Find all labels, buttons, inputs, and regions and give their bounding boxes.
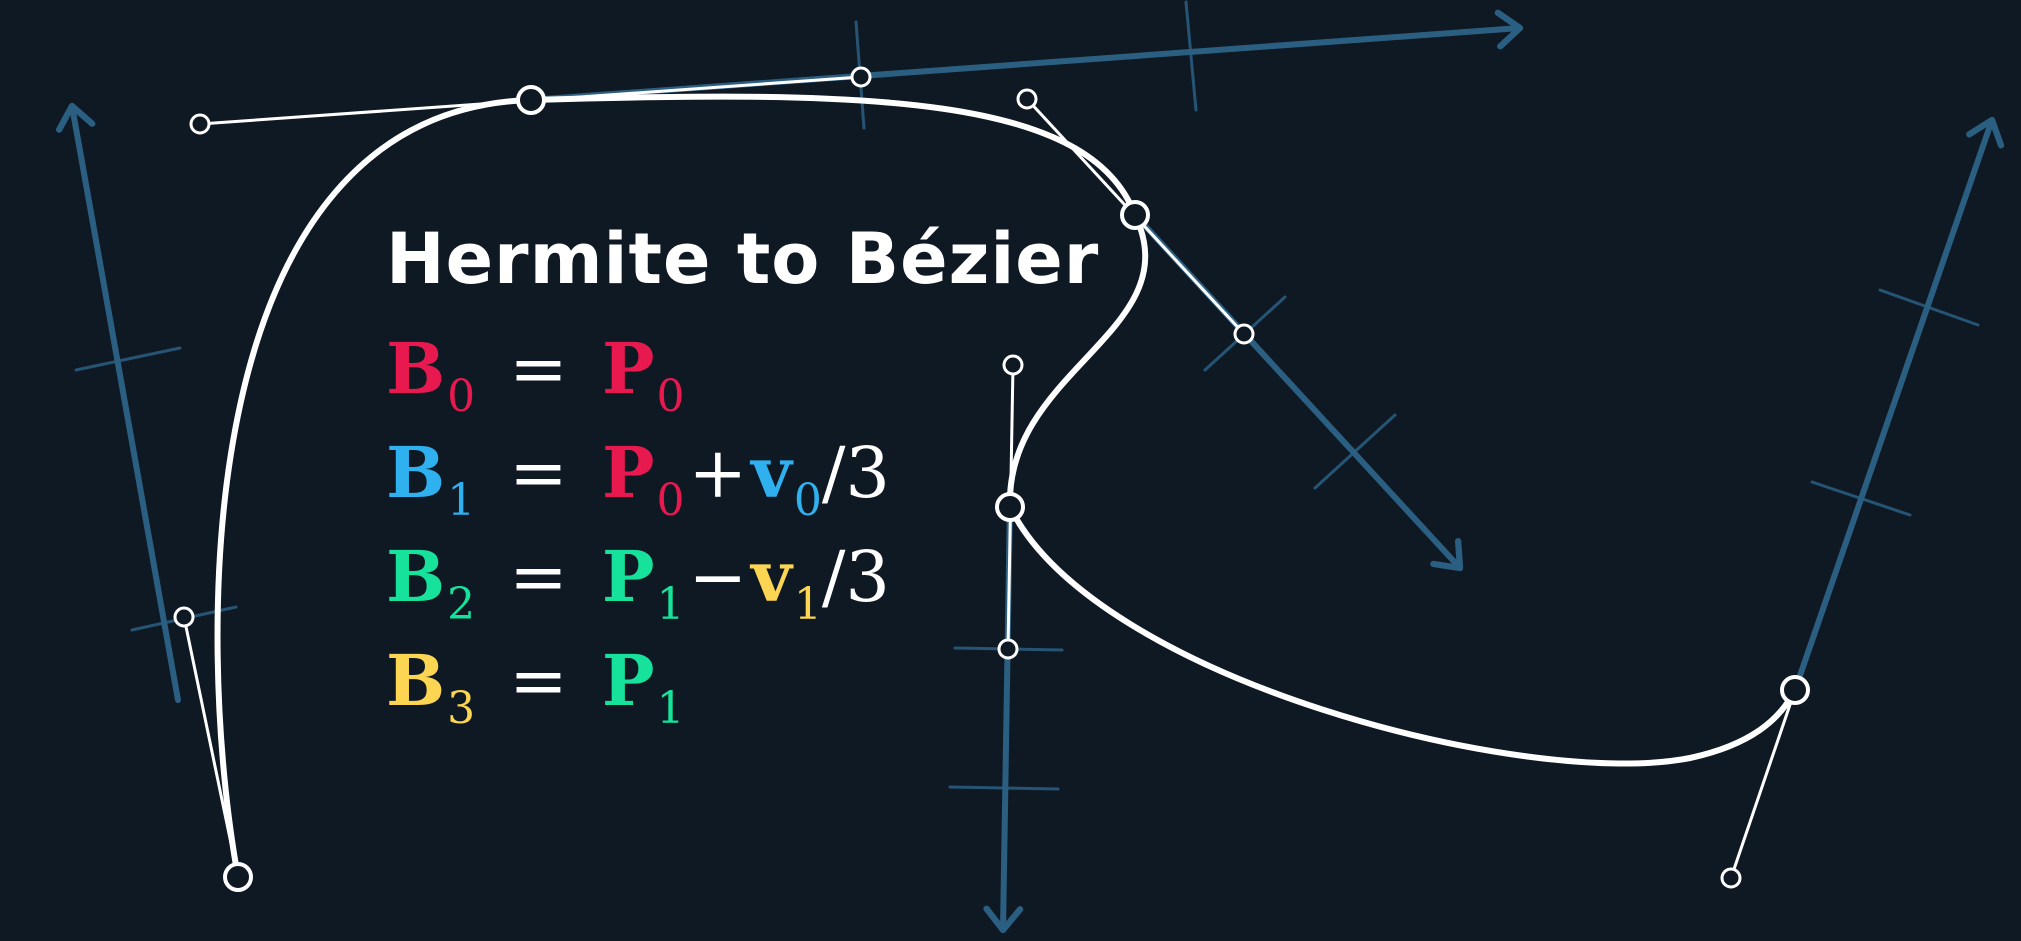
knot-point xyxy=(516,85,546,115)
eq2-lhs-symbol: B xyxy=(386,535,446,618)
eq0-lhs-symbol: B xyxy=(386,327,446,410)
control-handle xyxy=(997,638,1019,660)
control-handle xyxy=(850,66,872,88)
control-handle xyxy=(1002,354,1024,376)
eq1-plus: + xyxy=(688,432,748,514)
spline-curve xyxy=(214,93,1798,880)
eq0-lhs-index: 0 xyxy=(447,371,476,422)
eq2-minus: − xyxy=(688,536,748,618)
tangent-axis-right xyxy=(1792,116,2005,693)
knot-points xyxy=(223,85,1810,892)
eq3-lhs-index: 3 xyxy=(447,683,476,734)
eq0-rhs-index: 0 xyxy=(656,371,685,422)
tangent-axis-left xyxy=(56,102,181,703)
eq1-rhs-p-symbol: P xyxy=(601,431,655,514)
eq2-rhs-v-symbol: v xyxy=(751,535,792,618)
equation-b1: B1 = P0+v0/3 xyxy=(386,438,890,523)
diagram-title: Hermite to Bézier xyxy=(386,218,1100,300)
eq3-rhs-index: 1 xyxy=(656,683,685,734)
eq2-rhs-p-index: 1 xyxy=(656,579,685,630)
control-handle xyxy=(173,606,195,628)
control-handles xyxy=(173,66,1742,889)
eq1-lhs-symbol: B xyxy=(386,431,446,514)
equation-b3: B3 = P1 xyxy=(386,646,684,731)
eq1-rhs-p-index: 0 xyxy=(656,475,685,526)
equation-b2: B2 = P1−v1/3 xyxy=(386,542,890,627)
eq3-equals: = xyxy=(509,640,568,722)
knot-point xyxy=(995,492,1025,522)
knot-point xyxy=(1780,675,1810,705)
eq3-lhs-symbol: B xyxy=(386,639,446,722)
eq2-divide: /3 xyxy=(821,536,890,618)
knot-point xyxy=(1120,200,1150,230)
eq0-equals: = xyxy=(509,328,568,410)
eq1-lhs-index: 1 xyxy=(447,475,476,526)
eq2-lhs-index: 2 xyxy=(447,579,476,630)
control-line-5 xyxy=(1729,688,1797,880)
equation-b0: B0 = P0 xyxy=(386,334,684,419)
knot-point xyxy=(223,862,253,892)
eq1-rhs-v-index: 0 xyxy=(793,475,822,526)
eq1-rhs-v-symbol: v xyxy=(751,431,792,514)
axis-ticks xyxy=(74,0,1980,791)
eq2-rhs-p-symbol: P xyxy=(601,535,655,618)
eq2-rhs-v-index: 1 xyxy=(793,579,822,630)
control-handle xyxy=(1720,867,1742,889)
eq1-equals: = xyxy=(509,432,568,514)
eq2-equals: = xyxy=(509,536,568,618)
control-handle xyxy=(189,113,211,135)
eq3-rhs-symbol: P xyxy=(601,639,655,722)
control-handle xyxy=(1016,88,1038,110)
eq1-divide: /3 xyxy=(821,432,890,514)
control-handle xyxy=(1233,323,1255,345)
eq0-rhs-symbol: P xyxy=(601,327,655,410)
